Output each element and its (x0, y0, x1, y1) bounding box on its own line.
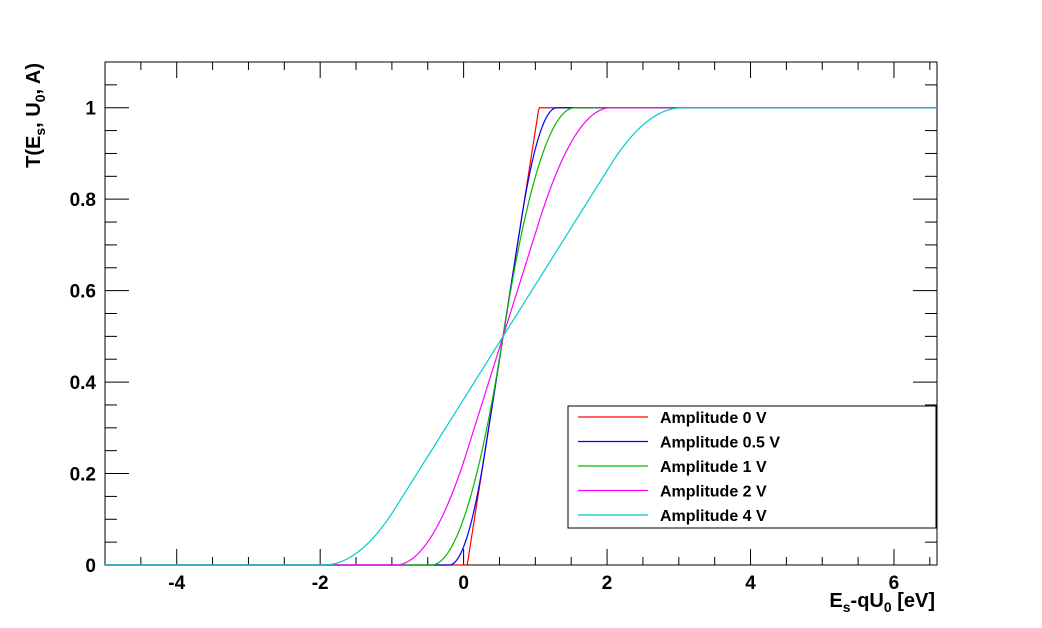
legend: Amplitude 0 V Amplitude 0.5 V Amplitude 1 … (567, 405, 937, 529)
y-tick-label: 1 (85, 99, 96, 120)
series-curve-4 (105, 107, 937, 566)
x-tick-label: 2 (602, 573, 613, 594)
tick-labels: -4 -2 0 2 4 6 0 0.2 0.4 0.6 0.8 1 (70, 99, 900, 594)
x-tick-label: -2 (312, 573, 329, 594)
x-tick-label: 0 (458, 573, 469, 594)
legend-label-1: Amplitude 0.5 V (660, 435, 780, 452)
series-curves (105, 107, 937, 566)
axis-ticks (104, 61, 937, 566)
x-tick-label: 4 (745, 573, 756, 594)
legend-label-0: Amplitude 0 V (660, 410, 767, 427)
x-axis-title: Es-qU0 [eV] (829, 590, 935, 615)
x-tick-label: 6 (889, 573, 900, 594)
y-tick-label: 0.4 (70, 373, 97, 394)
y-axis-title: T(Es, U0, A) (23, 63, 48, 168)
legend-entries: Amplitude 0 V Amplitude 0.5 V Amplitude 1 … (578, 410, 780, 525)
y-tick-label: 0 (85, 556, 96, 577)
y-tick-label: 0.6 (70, 282, 96, 303)
legend-label-2: Amplitude 1 V (660, 459, 767, 476)
legend-box (567, 405, 937, 529)
x-tick-label: -4 (168, 573, 185, 594)
y-tick-label: 0.8 (70, 190, 96, 211)
legend-label-3: Amplitude 2 V (660, 484, 767, 501)
legend-label-4: Amplitude 4 V (660, 508, 767, 525)
y-tick-label: 0.2 (70, 465, 96, 486)
